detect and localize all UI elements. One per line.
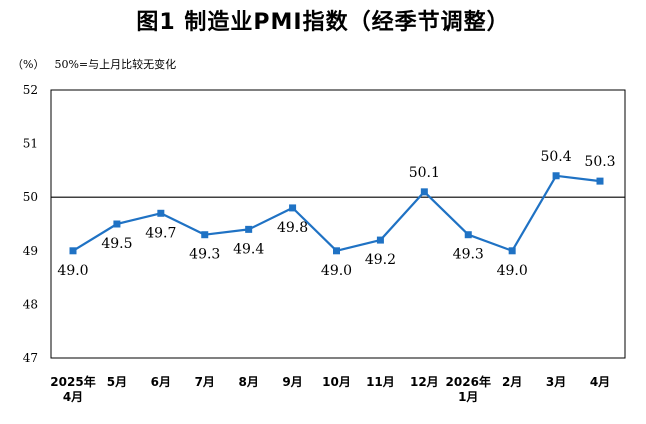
data-label: 49.0 [321,263,352,279]
x-tick-label: 9月 [282,375,302,389]
data-point-marker [508,247,516,255]
data-point-marker [552,172,560,180]
data-label: 49.0 [57,263,88,279]
x-tick-label: 7月 [195,375,215,389]
data-point-marker [464,231,472,239]
data-label: 49.8 [277,220,308,236]
data-label: 49.7 [145,225,176,241]
data-label: 50.3 [584,154,615,170]
data-point-marker [289,204,297,212]
data-point-marker [420,188,428,196]
chart-note: （%） 50%=与上月比较无变化 [12,56,176,72]
data-label: 49.3 [453,247,484,263]
data-label: 50.4 [540,149,571,165]
x-tick-label: 3月 [546,375,566,389]
data-point-marker [376,236,384,244]
baseline-note: 50%=与上月比较无变化 [54,58,177,71]
y-unit-label: （%） [12,58,45,71]
data-markers [69,172,604,255]
data-point-marker [157,209,165,217]
data-point-marker [333,247,340,255]
y-tick-label: 47 [23,351,38,365]
x-tick-label: 1月 [458,390,478,404]
x-tick-label: 5月 [107,375,127,389]
data-point-marker [69,247,77,255]
y-tick-label: 49 [23,244,38,258]
data-label: 49.3 [189,247,220,263]
x-tick-label: 6月 [151,375,171,389]
y-tick-label: 48 [23,297,38,311]
data-point-marker [113,220,121,228]
data-point-marker [201,231,209,239]
x-tick-label: 4月 [590,375,610,389]
y-tick-label: 52 [23,83,38,97]
x-tick-label: 2025年 [50,374,95,389]
y-tick-label: 50 [23,190,38,204]
chart-title: 图1 制造业PMI指数（经季节调整） [136,10,510,35]
data-label: 49.4 [233,241,264,257]
x-tick-label: 2026年 [446,374,491,389]
data-labels: 49.0 49.5 49.7 49.3 49.4 49.8 49.0 49.2 50.1 49.3… [57,149,615,279]
x-tick-label: 10月 [322,375,351,389]
plot-area [50,89,626,359]
x-tick-label: 8月 [238,375,258,389]
x-tick-label: 12月 [410,375,439,389]
data-label: 50.1 [409,165,440,181]
y-axis: 52 51 50 49 48 47 [23,83,38,365]
data-label: 49.2 [365,252,396,268]
x-tick-label: 11月 [366,375,395,389]
x-tick-label: 4月 [63,390,83,404]
y-tick-label: 51 [23,137,38,151]
data-label: 49.0 [497,263,528,279]
data-point-marker [245,225,253,233]
data-label: 49.5 [101,236,132,252]
x-tick-label: 2月 [502,375,522,389]
data-point-marker [596,177,604,185]
